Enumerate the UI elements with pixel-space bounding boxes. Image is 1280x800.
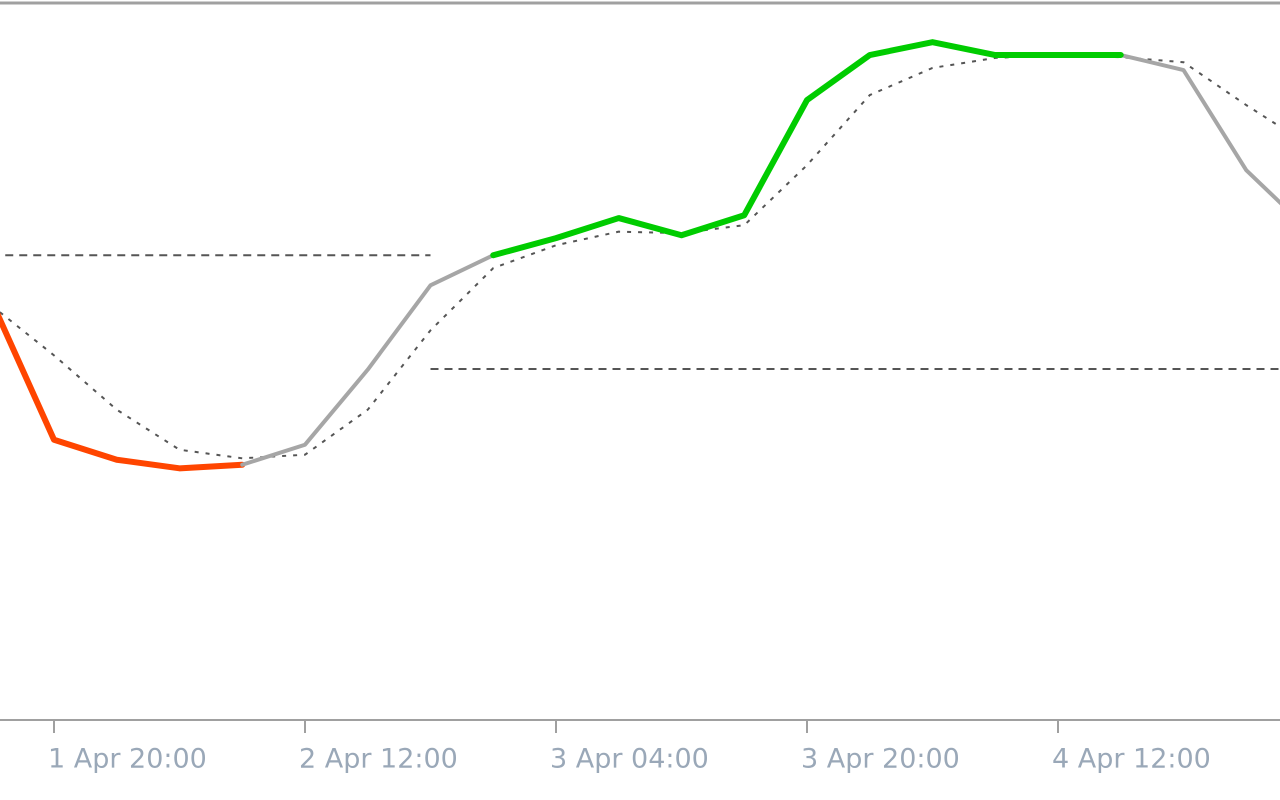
- x-tick-label: 4 Apr 12:00: [1052, 744, 1211, 775]
- series-line: [240, 53, 1280, 467]
- x-tick-label: 3 Apr 20:00: [801, 744, 960, 775]
- x-tick-label: 2 Apr 12:00: [299, 744, 458, 775]
- series-line: [0, 312, 246, 472]
- series-line: [490, 39, 1124, 259]
- x-tick-label: 3 Apr 04:00: [550, 744, 709, 775]
- x-tick-label: 1 Apr 20:00: [48, 744, 207, 775]
- series-line: [0, 54, 1280, 460]
